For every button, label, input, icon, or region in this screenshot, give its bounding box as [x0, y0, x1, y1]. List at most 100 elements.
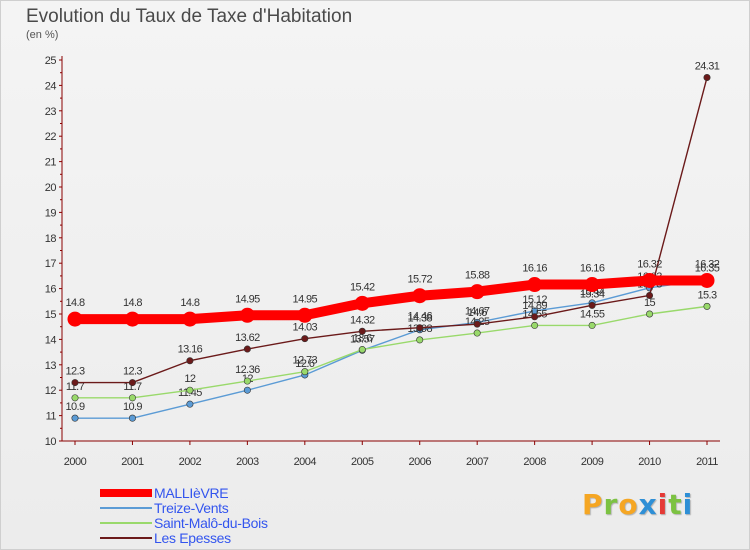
x-tick-label: 2010	[638, 456, 661, 468]
y-tick-label: 13	[45, 360, 57, 372]
data-point	[642, 272, 658, 288]
data-label: 12.3	[123, 366, 142, 378]
logo-letter: o	[618, 488, 639, 521]
data-label: 14.8	[180, 297, 199, 309]
data-label: 12	[184, 373, 196, 385]
data-point	[297, 307, 313, 323]
data-point	[469, 284, 485, 300]
data-point	[416, 324, 424, 332]
data-label: 12.36	[235, 364, 260, 376]
x-tick-label: 2002	[179, 456, 202, 468]
legend-label: Les Epesses	[154, 530, 231, 546]
data-point	[243, 377, 251, 385]
data-label: 15.42	[350, 281, 375, 293]
logo-letter: t	[668, 488, 683, 521]
y-tick-label: 15	[45, 309, 57, 321]
data-label: 14.89	[522, 300, 547, 312]
x-tick-label: 2006	[408, 456, 431, 468]
x-tick-label: 2009	[581, 456, 604, 468]
data-point	[646, 310, 654, 318]
data-label: 10.9	[123, 401, 142, 413]
data-point	[71, 414, 79, 422]
y-tick-label: 10	[45, 436, 57, 448]
data-label: 11.7	[123, 381, 142, 393]
series-line-3	[74, 76, 708, 384]
logo-letter: r	[603, 488, 619, 521]
data-point	[239, 307, 255, 323]
data-point	[473, 320, 481, 328]
data-label: 15.12	[522, 294, 547, 306]
legend-label: Saint-Malô-du-Bois	[154, 515, 268, 531]
data-label: 16.16	[580, 263, 605, 275]
logo-letter: x	[638, 488, 658, 521]
chart-title: Evolution du Taux de Taxe d'Habitation	[26, 6, 353, 27]
data-label: 15.72	[407, 274, 432, 286]
y-tick-label: 25	[45, 55, 57, 67]
x-tick-label: 2004	[294, 456, 317, 468]
x-tick-label: 2007	[466, 456, 489, 468]
data-point	[699, 272, 715, 288]
data-point	[412, 288, 428, 304]
data-label: 14.95	[235, 293, 260, 305]
data-point	[531, 313, 539, 321]
data-label: 14.55	[580, 308, 605, 320]
legend-label: Treize-Vents	[154, 500, 229, 516]
data-point	[646, 291, 654, 299]
data-label: 15.88	[465, 270, 490, 282]
proxiti-logo: Proxiti	[582, 488, 693, 521]
data-point	[588, 301, 596, 309]
y-tick-label: 20	[45, 182, 57, 194]
series-line-2	[74, 305, 708, 399]
y-tick-label: 24	[45, 80, 57, 92]
data-point	[531, 321, 539, 329]
data-point	[182, 311, 198, 327]
data-point	[186, 400, 194, 408]
legend-label: MALLIèVRE	[154, 485, 229, 501]
data-label: 14.38	[407, 313, 432, 325]
y-tick-label: 18	[45, 233, 57, 245]
data-point	[358, 327, 366, 335]
data-label: 14.67	[465, 305, 490, 317]
y-tick-label: 21	[45, 157, 57, 169]
data-label: 16.16	[522, 263, 547, 275]
y-tick-label: 16	[45, 284, 57, 296]
x-tick-label: 2000	[64, 456, 87, 468]
data-point	[703, 74, 711, 82]
x-tick-label: 2003	[236, 456, 259, 468]
x-tick-label: 2008	[523, 456, 546, 468]
data-point	[186, 357, 194, 365]
legend-swatch	[100, 507, 152, 509]
data-point	[584, 277, 600, 293]
series-line-1	[74, 279, 708, 419]
data-point	[243, 386, 251, 394]
data-label: 12.6	[295, 358, 314, 370]
data-label: 13.57	[350, 333, 375, 345]
data-point	[358, 346, 366, 354]
data-point	[128, 394, 136, 402]
data-point	[71, 379, 79, 387]
data-label: 13.62	[235, 332, 260, 344]
data-label: 14.03	[293, 322, 318, 334]
logo-letter: P	[582, 488, 604, 521]
data-label: 14.46	[407, 311, 432, 323]
y-tick-label: 17	[45, 258, 57, 270]
legend-swatch	[100, 489, 152, 497]
data-label: 10.9	[65, 401, 84, 413]
data-label: 12.3	[65, 366, 84, 378]
data-label: 14.8	[65, 297, 84, 309]
data-label: 14.6	[468, 307, 487, 319]
data-label: 11.7	[66, 381, 85, 393]
data-label: 12.73	[293, 355, 318, 367]
data-label: 16.35	[695, 263, 720, 275]
legend-swatch	[100, 537, 152, 539]
data-label: 24.31	[695, 61, 720, 73]
data-point	[416, 336, 424, 344]
data-label: 16.32	[695, 258, 720, 270]
y-tick-label: 12	[45, 385, 57, 397]
chart-unit: (en %)	[26, 29, 59, 41]
data-point	[128, 379, 136, 387]
data-point	[354, 295, 370, 311]
data-point	[301, 368, 309, 376]
